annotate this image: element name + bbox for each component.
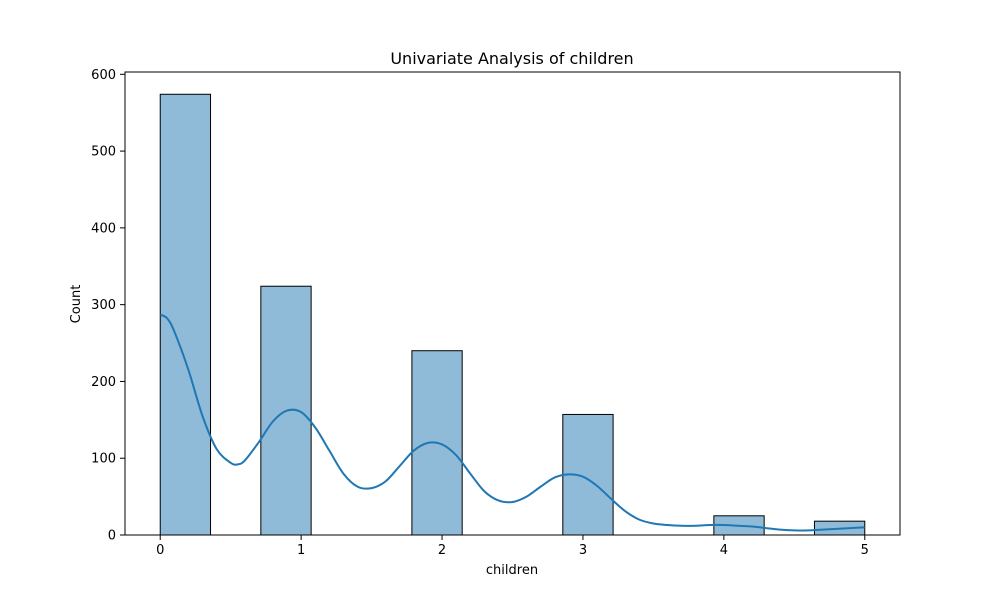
x-tick-label-1: 1 <box>297 543 305 558</box>
y-tick-label-0: 0 <box>108 529 116 544</box>
y-tick-label-4: 400 <box>91 221 116 236</box>
kde-line <box>159 313 865 532</box>
y-tick-label-5: 500 <box>91 145 116 160</box>
kde-curve-layer <box>159 313 865 532</box>
histogram-bar-0 <box>159 93 212 536</box>
x-tick-label-0: 0 <box>156 543 164 558</box>
plot-frame <box>124 71 901 536</box>
axes: 0 1 2 3 4 5 0 100 200 300 400 500 600 <box>91 68 901 558</box>
y-axis-label: Count <box>69 285 84 324</box>
y-tick-label-3: 300 <box>91 298 116 313</box>
x-tick-label-5: 5 <box>861 543 869 558</box>
x-tick-label-2: 2 <box>438 543 446 558</box>
chart-title: Univariate Analysis of children <box>390 49 633 68</box>
y-tick-label-2: 200 <box>91 375 116 390</box>
x-tick-label-3: 3 <box>579 543 587 558</box>
y-tick-label-6: 600 <box>91 68 116 83</box>
x-axis-label: children <box>486 563 538 578</box>
y-tick-label-1: 100 <box>91 452 116 467</box>
x-tick-label-4: 4 <box>720 543 728 558</box>
histogram-bars <box>159 93 866 536</box>
